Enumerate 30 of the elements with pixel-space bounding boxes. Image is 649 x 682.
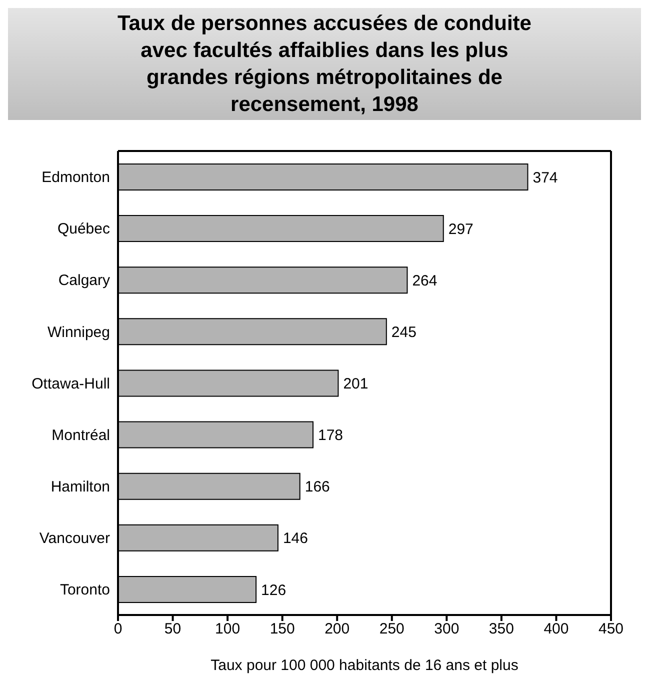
y-tick-label: Edmonton xyxy=(42,169,110,186)
y-tick-label: Winnipeg xyxy=(47,324,110,341)
data-label: 245 xyxy=(391,324,416,341)
data-label: 126 xyxy=(261,582,286,599)
y-tick-label: Vancouver xyxy=(39,530,110,547)
x-tick-label: 50 xyxy=(164,620,182,638)
y-tick-label: Calgary xyxy=(58,272,110,290)
x-tick-label: 100 xyxy=(215,620,240,638)
x-tick-label: 200 xyxy=(324,620,350,638)
x-tick-label: 450 xyxy=(598,620,624,638)
x-tick-label: 300 xyxy=(434,620,460,638)
x-axis-title: Taux pour 100 000 habitants de 16 ans et plus xyxy=(210,657,518,674)
data-label: 146 xyxy=(282,530,308,548)
data-label: 178 xyxy=(318,427,344,444)
y-tick-label: Ottawa-Hull xyxy=(32,375,110,392)
chart-title: Taux de personnes accusées de conduite avec facultés affaiblies dans les plus grandes régions métropolitaines de recensement, 1998 xyxy=(8,8,641,120)
x-tick-label: 0 xyxy=(114,620,122,638)
data-label: 374 xyxy=(532,169,558,186)
data-label: 297 xyxy=(448,220,474,238)
x-tick-label: 150 xyxy=(270,620,295,638)
y-tick-label: Hamilton xyxy=(50,478,110,496)
x-tick-label: 350 xyxy=(488,620,514,638)
y-tick-label: Toronto xyxy=(60,582,110,599)
x-tick-label: 250 xyxy=(379,620,404,638)
data-label: 201 xyxy=(343,376,368,393)
data-label: 264 xyxy=(412,272,438,290)
data-label: 166 xyxy=(304,478,330,496)
y-tick-label: Québec xyxy=(57,220,110,238)
y-tick-label: Montréal xyxy=(52,426,110,444)
x-tick-label: 400 xyxy=(544,620,569,638)
